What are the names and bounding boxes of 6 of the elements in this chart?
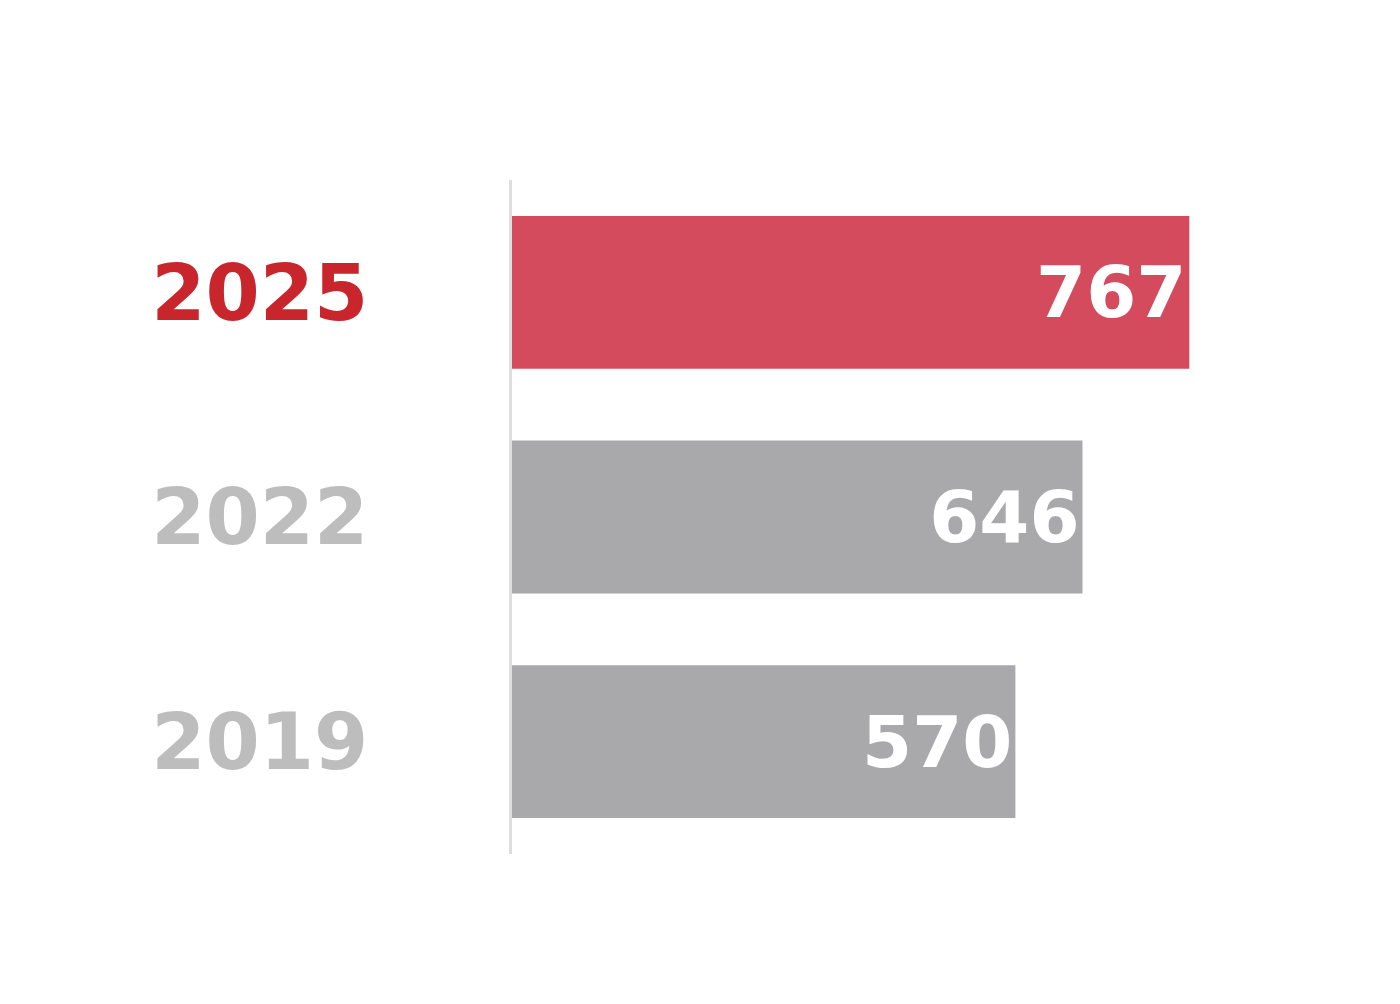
y-tick-label: 2022 <box>151 472 369 563</box>
y-tick-label: 2019 <box>151 696 369 787</box>
data-label: 570 <box>862 699 1013 784</box>
data-label: 767 <box>1036 250 1187 335</box>
y-tick-label: 2025 <box>151 247 369 338</box>
data-label: 646 <box>929 475 1080 559</box>
